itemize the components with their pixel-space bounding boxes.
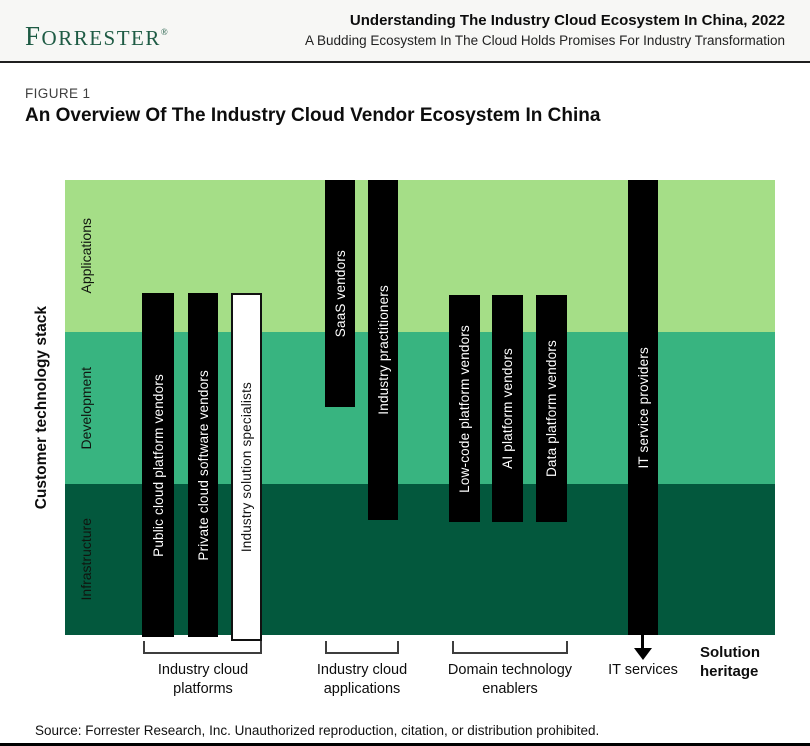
logo-wordmark: ORRESTER	[41, 26, 161, 50]
group-label-line: IT services	[608, 662, 678, 678]
applications-layer-label: Applications	[78, 218, 94, 294]
ecosystem-diagram: Applications Development Infrastructure …	[65, 180, 775, 641]
infrastructure-layer-label-wrap: Infrastructure	[65, 484, 107, 635]
development-layer-label-wrap: Development	[65, 332, 107, 484]
vendor-bar-label: Industry practitioners	[375, 285, 391, 415]
header-text-block: Understanding The Industry Cloud Ecosyst…	[305, 12, 785, 48]
vendor-bar-data-platform-vendors: Data platform vendors	[536, 295, 567, 522]
solution-heritage-label: Solution heritage	[700, 643, 760, 681]
vendor-bar-saas-vendors: SaaS vendors	[325, 180, 355, 407]
vendor-bar-label: AI platform vendors	[500, 348, 515, 469]
bracket-industry-cloud-applications	[325, 641, 399, 654]
group-label-domain-technology-enablers: Domain technology enablers	[435, 661, 585, 699]
report-subtitle: A Budding Ecosystem In The Cloud Holds P…	[305, 33, 785, 48]
group-label-line: Domain technology	[447, 662, 573, 678]
bracket-industry-cloud-platforms	[143, 641, 262, 654]
vendor-bar-label: SaaS vendors	[332, 249, 348, 338]
solution-heritage-line: heritage	[700, 663, 759, 680]
down-arrow-head-icon	[634, 648, 652, 660]
group-label-industry-cloud-applications: Industry cloud applications	[297, 661, 427, 699]
applications-layer-label-wrap: Applications	[65, 180, 107, 332]
development-layer-label: Development	[78, 366, 94, 450]
vendor-bar-industry-practitioners: Industry practitioners	[368, 180, 398, 520]
report-header: FORRESTER® Understanding The Industry Cl…	[0, 0, 810, 62]
group-label-it-services: IT services	[588, 661, 698, 680]
report-title: Understanding The Industry Cloud Ecosyst…	[349, 12, 785, 29]
solution-heritage-line: Solution	[700, 644, 760, 661]
group-label-line: Industry cloud	[157, 662, 249, 678]
registered-trademark-icon: ®	[160, 27, 168, 37]
figure-title: An Overview Of The Industry Cloud Vendor…	[25, 105, 601, 126]
vendor-bar-label: Private cloud software vendors	[195, 369, 211, 561]
customer-technology-stack-axis: Customer technology stack	[26, 180, 58, 635]
customer-technology-stack-label: Customer technology stack	[33, 305, 50, 510]
group-label-line: platforms	[173, 681, 233, 697]
header-divider	[0, 61, 810, 63]
figure-number-label: FIGURE 1	[25, 86, 91, 101]
vendor-bar-low-code-platform-vendors: Low-code platform vendors	[449, 295, 480, 522]
infrastructure-layer-label: Infrastructure	[78, 518, 94, 601]
forrester-logo: FORRESTER®	[25, 21, 168, 52]
vendor-bar-private-cloud-software-vendors: Private cloud software vendors	[188, 293, 218, 637]
vendor-bar-label: Industry solution specialists	[239, 381, 254, 553]
vendor-bar-label: IT service providers	[635, 346, 651, 469]
logo-initial: F	[25, 21, 42, 51]
group-label-line: Industry cloud	[316, 662, 408, 678]
vendor-bar-it-service-providers: IT service providers	[628, 180, 658, 635]
group-label-line: enablers	[482, 681, 538, 697]
vendor-bar-ai-platform-vendors: AI platform vendors	[492, 295, 523, 522]
source-attribution: Source: Forrester Research, Inc. Unautho…	[35, 723, 600, 738]
vendor-bar-label: Data platform vendors	[544, 339, 559, 477]
vendor-bar-label: Low-code platform vendors	[457, 324, 472, 493]
down-arrow-icon	[641, 635, 644, 649]
vendor-bar-label: Public cloud platform vendors	[150, 373, 166, 557]
group-label-industry-cloud-platforms: Industry cloud platforms	[133, 661, 273, 699]
bottom-rule	[0, 743, 810, 746]
bracket-domain-technology-enablers	[452, 641, 568, 654]
vendor-bar-industry-solution-specialists: Industry solution specialists	[231, 293, 262, 641]
vendor-bar-public-cloud-platform-vendors: Public cloud platform vendors	[142, 293, 174, 637]
group-label-line: applications	[323, 681, 401, 697]
